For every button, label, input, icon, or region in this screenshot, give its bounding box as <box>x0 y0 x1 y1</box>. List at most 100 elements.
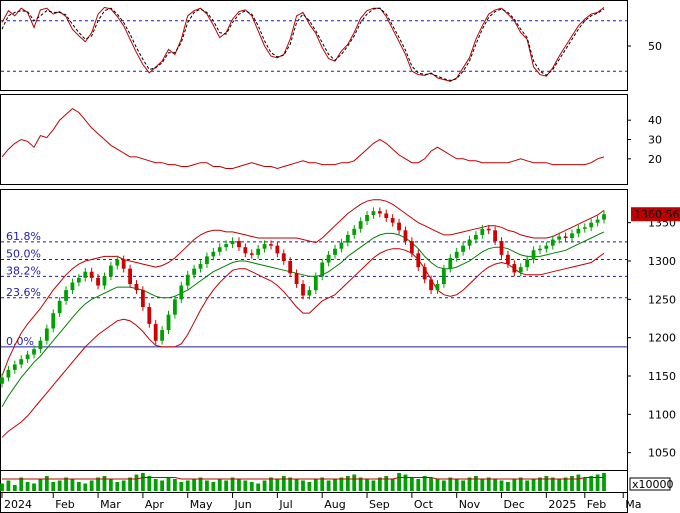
volume-bar <box>333 479 337 491</box>
volume-bar <box>115 482 120 491</box>
volume-bar <box>198 477 203 491</box>
volume-bar <box>294 479 299 491</box>
volume-bar <box>602 473 606 491</box>
month-label: Apr <box>145 498 165 511</box>
candle-body <box>448 257 453 269</box>
month-label: Jul <box>278 498 292 511</box>
candle-body <box>326 254 331 263</box>
candle-body <box>237 241 241 248</box>
volume-bar <box>205 480 209 491</box>
candle-body <box>320 262 325 277</box>
volume-bars <box>0 473 606 491</box>
fib-label: 23.6% <box>6 286 41 299</box>
stochastic-series <box>1 6 627 82</box>
candle-body <box>83 271 88 278</box>
volume-bar <box>121 480 126 491</box>
candle-body <box>89 271 94 278</box>
volume-bar <box>326 480 331 491</box>
volume-bar <box>57 480 62 491</box>
volume-bar <box>570 476 574 491</box>
volume-bar <box>249 482 254 491</box>
candle-body <box>480 228 485 235</box>
candle-body <box>147 307 152 324</box>
candle-body <box>461 245 466 252</box>
candle-body <box>44 328 49 341</box>
volume-bar <box>461 480 466 491</box>
adx-tick-label: 20 <box>648 153 662 166</box>
candle-body <box>57 300 62 314</box>
candle-body <box>185 274 190 286</box>
volume-bar <box>538 477 542 491</box>
volume-bar <box>256 483 261 491</box>
volume-bar <box>19 477 24 491</box>
volume-bar <box>96 477 100 491</box>
volume-bar <box>108 479 113 491</box>
candle-body <box>576 228 581 234</box>
candle-body <box>294 273 299 284</box>
candle-body <box>512 264 517 273</box>
volume-bar <box>474 476 478 491</box>
candle-body <box>166 314 171 330</box>
candle-body <box>602 214 606 220</box>
volume-bar <box>352 474 357 491</box>
candle-body <box>198 264 203 269</box>
volume-bar <box>422 476 427 491</box>
volume-unit-box <box>629 477 671 491</box>
candle-body <box>307 290 312 296</box>
candle-body <box>108 265 113 277</box>
volume-bar <box>518 477 523 491</box>
moving-average <box>1 231 605 407</box>
volume-bar <box>441 480 446 491</box>
volume-bar <box>384 476 389 491</box>
volume-bar <box>224 480 229 491</box>
volume-bar <box>320 477 325 491</box>
volume-bar <box>525 480 530 491</box>
volume-bar <box>173 479 177 491</box>
candle-body <box>506 254 510 265</box>
volume-unit: x10000 <box>629 477 674 491</box>
volume-bar <box>6 480 11 491</box>
adx-tick-label: 40 <box>648 114 662 127</box>
candle-body <box>333 248 337 255</box>
last-price-label: 1360.560 <box>634 208 680 221</box>
candle-body <box>365 215 369 222</box>
candle-body <box>570 233 574 238</box>
volume-bar <box>544 476 549 491</box>
volume-bar <box>493 479 498 491</box>
candle-body <box>339 242 344 249</box>
candle-body <box>153 323 158 341</box>
candle-body <box>192 268 197 275</box>
month-label: Oct <box>414 498 434 511</box>
candle-body <box>12 364 17 370</box>
volume-bar <box>313 479 318 491</box>
volume-bar <box>0 483 4 491</box>
candle-body <box>38 340 43 350</box>
candle-body <box>467 239 472 246</box>
candle-body <box>281 253 286 261</box>
volume-bar <box>140 473 145 491</box>
volume-bar <box>365 479 369 491</box>
volume-bar <box>531 479 536 491</box>
candle-body <box>256 248 261 255</box>
volume-bar <box>435 479 440 491</box>
month-label: Sep <box>369 498 390 511</box>
candle-body <box>211 251 216 257</box>
candle-body <box>499 241 504 255</box>
volume-average <box>2 477 604 480</box>
candle-body <box>409 241 414 254</box>
bollinger-bands <box>1 199 605 438</box>
candle-body <box>403 230 408 242</box>
volume-bar <box>409 477 414 491</box>
volume-bar <box>83 483 88 491</box>
month-label: Feb <box>587 498 606 511</box>
candle-body <box>435 284 440 291</box>
candle-body <box>531 250 536 260</box>
volume-bar <box>397 473 401 491</box>
volume-bar <box>192 479 197 491</box>
candle-body <box>474 234 478 240</box>
candle-body <box>115 259 120 266</box>
adx-panel <box>0 94 628 185</box>
volume-bar <box>288 477 293 491</box>
price-tick-label: 1200 <box>648 332 676 345</box>
